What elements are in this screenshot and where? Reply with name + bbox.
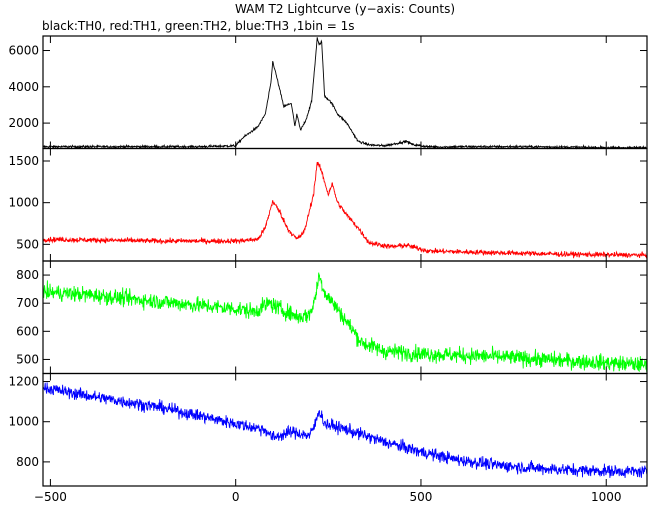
y-tick-label-th3-1000: 1000: [8, 415, 39, 429]
y-tick-label-th0-4000: 4000: [8, 80, 39, 94]
x-tick-label-1000: 1000: [591, 490, 622, 504]
x-tick-label-500: 500: [410, 490, 433, 504]
y-tick-label-th1-1500: 1500: [8, 154, 39, 168]
x-tick-label--500: −500: [34, 490, 67, 504]
y-tick-label-th3-800: 800: [16, 455, 39, 469]
y-tick-label-th1-500: 500: [16, 237, 39, 251]
x-tick-label-0: 0: [232, 490, 240, 504]
y-tick-label-th0-6000: 6000: [8, 44, 39, 58]
series-line-th2: [42, 272, 648, 374]
panel-frame-th0: [42, 35, 648, 150]
y-tick-label-th0-2000: 2000: [8, 116, 39, 130]
panels-layer: [42, 37, 648, 478]
series-line-th1: [42, 161, 648, 260]
y-tick-label-th2-700: 700: [16, 296, 39, 310]
panel-frame-th3: [42, 372, 648, 487]
frame-layer: 2000 4000 6000 500 1000 1500 500 600 700 800 800 10…: [8, 35, 648, 487]
y-tick-label-th2-600: 600: [16, 324, 39, 338]
series-line-th3: [42, 382, 648, 478]
chart-title: WAM T2 Lightcurve (y−axis: Counts): [235, 2, 455, 16]
panel-th1: [42, 161, 648, 260]
x-axis: −500 0 500 1000: [34, 490, 622, 504]
panel-frame-th1: [42, 147, 648, 262]
y-tick-label-th1-1000: 1000: [8, 196, 39, 210]
panel-th3: [42, 382, 648, 478]
y-tick-label-th3-1200: 1200: [8, 375, 39, 389]
panel-th0: [42, 37, 648, 150]
panel-th2: [42, 272, 648, 374]
y-tick-label-th2-500: 500: [16, 352, 39, 366]
chart-subtitle: black:TH0, red:TH1, green:TH2, blue:TH3 …: [42, 19, 355, 33]
series-line-th0: [42, 37, 648, 150]
y-tick-label-th2-800: 800: [16, 268, 39, 282]
